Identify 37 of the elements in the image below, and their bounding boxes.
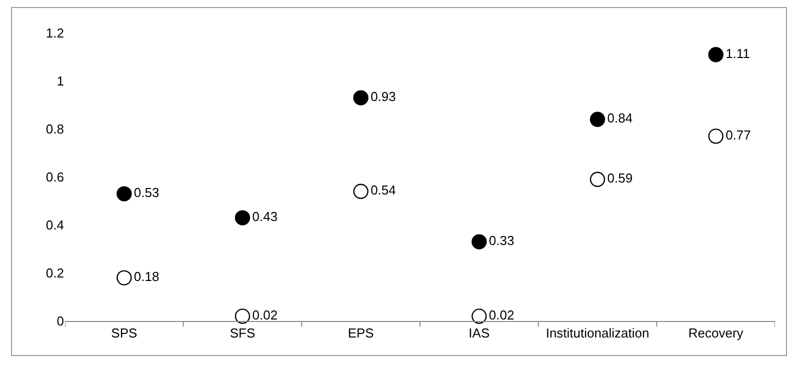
data-label: 0.43 [252, 209, 278, 224]
y-tick-label: 0 [56, 314, 64, 329]
x-tick-label: IAS [468, 326, 490, 341]
point [353, 90, 368, 106]
point [116, 186, 132, 202]
data-label: 0.18 [134, 269, 160, 284]
point [708, 47, 724, 62]
point [708, 128, 724, 144]
x-tick-label: SFS [230, 326, 256, 341]
data-label: 1.11 [726, 46, 750, 61]
data-label: 0.53 [134, 185, 160, 200]
x-tick-label: EPS [348, 326, 374, 341]
point [590, 112, 606, 127]
data-label: 0.33 [488, 233, 514, 248]
x-tick-label: Institutionalization [546, 326, 650, 341]
data-label: 0.59 [607, 170, 633, 186]
point [116, 270, 132, 286]
point [234, 308, 250, 324]
data-label: 0.54 [370, 182, 396, 198]
data-label: 0.93 [370, 89, 396, 104]
y-tick-label: 0.2 [46, 266, 64, 281]
data-label: 0.02 [488, 307, 514, 322]
point [472, 308, 487, 324]
y-tick-label: 0.6 [46, 170, 64, 185]
data-label: 0.84 [607, 110, 633, 126]
y-tick-label: 0.8 [46, 122, 64, 137]
point [472, 234, 487, 250]
y-tick-label: 1 [56, 74, 64, 89]
x-tick-label: Recovery [688, 326, 744, 341]
x-tick-label: SPS [111, 326, 138, 341]
point [353, 184, 368, 199]
y-tick-label: 0.4 [46, 218, 64, 233]
point [590, 172, 606, 187]
data-label: 0.02 [252, 307, 278, 322]
data-label: 0.77 [726, 127, 751, 142]
y-tick-label: 1.2 [46, 26, 64, 41]
point [234, 210, 250, 226]
